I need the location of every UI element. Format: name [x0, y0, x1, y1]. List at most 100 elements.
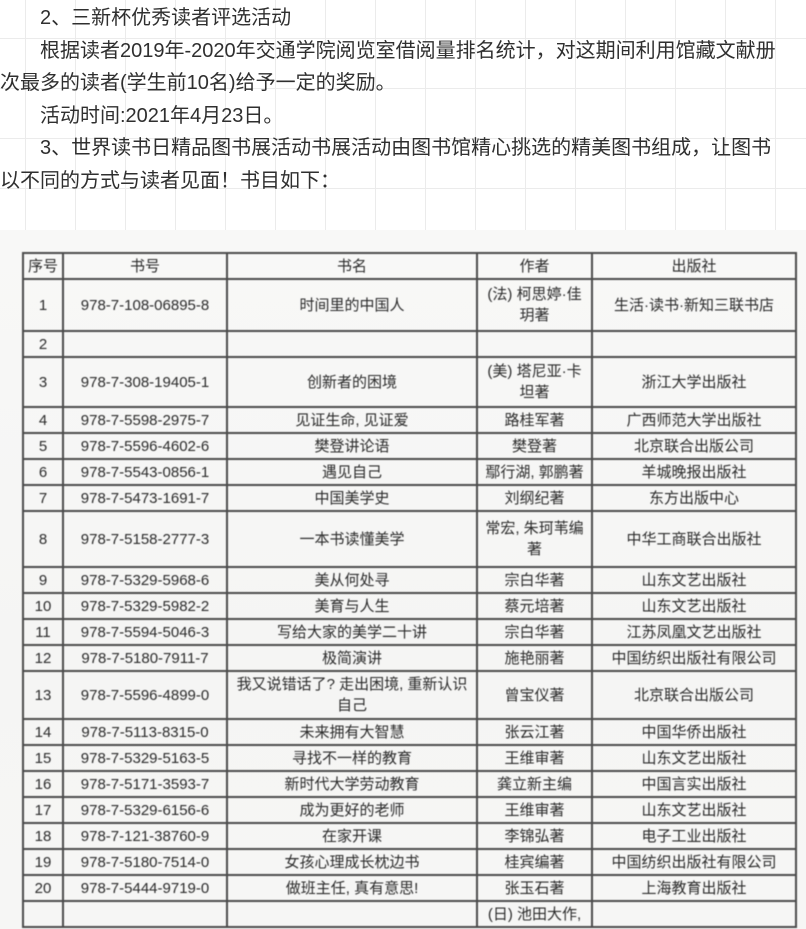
- intro-paragraph-activity2: 2、三新杯优秀读者评选活动: [40, 7, 292, 29]
- cell-author: (日) 池田大作,: [476, 900, 593, 928]
- cell-title: 女孩心理成长枕边书: [226, 848, 478, 876]
- table-row: 10 978-7-5329-5982-2 美育与人生 蔡元培著 山东文艺出版社: [22, 592, 797, 620]
- intro-paragraph-activity3: 3、世界读书日精品图书展活动书展活动由图书馆精心挑选的精美图书组成，让图书以不同…: [0, 137, 772, 192]
- cell-title: 成为更好的老师: [226, 796, 478, 824]
- cell-publisher: 上海教育出版社: [591, 874, 797, 902]
- cell-number: 6: [22, 458, 64, 486]
- cell-publisher: 生活·读书·新知三联书店: [591, 278, 797, 332]
- cell-publisher: 东方出版中心: [591, 484, 797, 512]
- cell-publisher: 中国纺织出版社有限公司: [591, 644, 797, 672]
- cell-title: 美育与人生: [226, 592, 478, 620]
- cell-isbn: 978-7-5598-2975-7: [62, 406, 228, 434]
- cell-isbn: 978-7-108-06895-8: [62, 278, 228, 332]
- cell-author: 施艳丽著: [476, 644, 593, 672]
- cell-isbn: 978-7-5171-3593-7: [62, 770, 228, 798]
- cell-author: 龚立新主编: [476, 770, 593, 798]
- cell-isbn: 978-7-5329-5163-5: [62, 744, 228, 772]
- cell-author: [476, 330, 593, 358]
- cell-author: 常宏, 朱珂苇编著: [476, 510, 593, 568]
- cell-author: 路桂军著: [476, 406, 593, 434]
- cell-isbn: 978-7-5594-5046-3: [62, 618, 228, 646]
- table-row: 14 978-7-5113-8315-0 未来拥有大智慧 张云江著 中国华侨出版社: [22, 718, 797, 746]
- cell-number: 3: [22, 356, 64, 408]
- column-header: 书号: [62, 252, 228, 280]
- cell-isbn: 978-7-5596-4899-0: [62, 670, 228, 720]
- table-row: 15 978-7-5329-5163-5 寻找不一样的教育 王维审著 山东文艺出版社: [22, 744, 797, 772]
- cell-isbn: [62, 900, 228, 928]
- cell-publisher: 山东文艺出版社: [591, 744, 797, 772]
- cell-title: 未来拥有大智慧: [226, 718, 478, 746]
- cell-publisher: 羊城晚报出版社: [591, 458, 797, 486]
- cell-author: 宗白华著: [476, 618, 593, 646]
- cell-isbn: 978-7-5329-6156-6: [62, 796, 228, 824]
- cell-title: 樊登讲论语: [226, 432, 478, 460]
- cell-author: 张玉石著: [476, 874, 593, 902]
- table-header-row: 序号 书号 书名 作者 出版社: [22, 252, 797, 280]
- cell-number: 10: [22, 592, 64, 620]
- cell-publisher: 江苏凤凰文艺出版社: [591, 618, 797, 646]
- cell-number: 4: [22, 406, 64, 434]
- cell-isbn: 978-7-5329-5982-2: [62, 592, 228, 620]
- cell-title: [226, 330, 478, 358]
- table-row: 8 978-7-5158-2777-3 一本书读懂美学 常宏, 朱珂苇编著 中华工商联合…: [22, 510, 797, 568]
- cell-number: 18: [22, 822, 64, 850]
- table-row: 17 978-7-5329-6156-6 成为更好的老师 王维审著 山东文艺出版社: [22, 796, 797, 824]
- cell-title: 新时代大学劳动教育: [226, 770, 478, 798]
- table-photo-area: 序号 书号 书名 作者 出版社 1 978-7-108-06895-8 时间里的中国人 (法)…: [0, 230, 806, 929]
- cell-publisher: 山东文艺出版社: [591, 566, 797, 594]
- cell-title: 写给大家的美学二十讲: [226, 618, 478, 646]
- cell-title: 时间里的中国人: [226, 278, 478, 332]
- cell-author: 王维审著: [476, 744, 593, 772]
- cell-publisher: 电子工业出版社: [591, 822, 797, 850]
- cell-publisher: 北京联合出版公司: [591, 432, 797, 460]
- cell-isbn: 978-7-5473-1691-7: [62, 484, 228, 512]
- table-row: 1 978-7-108-06895-8 时间里的中国人 (法) 柯思婷·佳玥著 生活·读…: [22, 278, 797, 332]
- cell-isbn: 978-7-5444-9719-0: [62, 874, 228, 902]
- book-table: 序号 书号 书名 作者 出版社 1 978-7-108-06895-8 时间里的中国人 (法)…: [22, 252, 797, 928]
- cell-title: 美从何处寻: [226, 566, 478, 594]
- cell-publisher: 北京联合出版公司: [591, 670, 797, 720]
- cell-publisher: [591, 330, 797, 358]
- cell-author: 宗白华著: [476, 566, 593, 594]
- cell-publisher: 中国华侨出版社: [591, 718, 797, 746]
- cell-title: 极简演讲: [226, 644, 478, 672]
- cell-publisher: 中国纺织出版社有限公司: [591, 848, 797, 876]
- cell-isbn: 978-7-5596-4602-6: [62, 432, 228, 460]
- cell-number: 13: [22, 670, 64, 720]
- cell-isbn: 978-7-5329-5968-6: [62, 566, 228, 594]
- table-row: 5 978-7-5596-4602-6 樊登讲论语 樊登著 北京联合出版公司: [22, 432, 797, 460]
- table-row: 2: [22, 330, 797, 358]
- column-header: 作者: [476, 252, 593, 280]
- column-header: 出版社: [591, 252, 797, 280]
- cell-author: 李锦弘著: [476, 822, 593, 850]
- cell-number: 19: [22, 848, 64, 876]
- table-row: 12 978-7-5180-7911-7 极简演讲 施艳丽著 中国纺织出版社有限公司: [22, 644, 797, 672]
- table-row: 9 978-7-5329-5968-6 美从何处寻 宗白华著 山东文艺出版社: [22, 566, 797, 594]
- intro-paragraph-activity2-time: 活动时间:2021年4月23日。: [40, 104, 284, 127]
- cell-number: 8: [22, 510, 64, 568]
- cell-author: 鄢行湖, 郭鹏著: [476, 458, 593, 486]
- cell-number: 15: [22, 744, 64, 772]
- cell-isbn: 978-7-5180-7911-7: [62, 644, 228, 672]
- cell-title: 在家开课: [226, 822, 478, 850]
- cell-publisher: 山东文艺出版社: [591, 592, 797, 620]
- cell-isbn: [62, 330, 228, 358]
- table-row: 20 978-7-5444-9719-0 做班主任, 真有意思! 张玉石著 上海教育出版…: [22, 874, 797, 902]
- cell-author: 樊登著: [476, 432, 593, 460]
- cell-isbn: 978-7-5113-8315-0: [62, 718, 228, 746]
- table-row: 13 978-7-5596-4899-0 我又说错话了? 走出困境, 重新认识自己曾…: [22, 670, 797, 720]
- cell-number: 20: [22, 874, 64, 902]
- cell-number: 14: [22, 718, 64, 746]
- cell-title: 遇见自己: [226, 458, 478, 486]
- cell-number: 2: [22, 330, 64, 358]
- cell-author: 刘纲纪著: [476, 484, 593, 512]
- cell-title: 寻找不一样的教育: [226, 744, 478, 772]
- table-row: 4 978-7-5598-2975-7 见证生命, 见证爱 路桂军著 广西师范大学出版社: [22, 406, 797, 434]
- cell-number: 11: [22, 618, 64, 646]
- cell-number: 1: [22, 278, 64, 332]
- cell-publisher: 中国言实出版社: [591, 770, 797, 798]
- table-row: 19 978-7-5180-7514-0 女孩心理成长枕边书 桂宾编著 中国纺织出版社有…: [22, 848, 797, 876]
- cell-isbn: 978-7-308-19405-1: [62, 356, 228, 408]
- cell-title: 我又说错话了? 走出困境, 重新认识自己: [226, 670, 478, 720]
- cell-publisher: 浙江大学出版社: [591, 356, 797, 408]
